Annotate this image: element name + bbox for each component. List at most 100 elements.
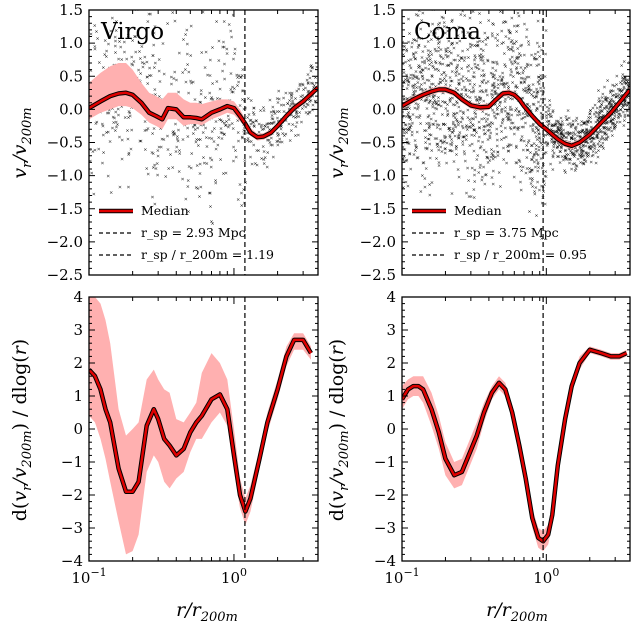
scatter-point: ×	[456, 53, 460, 59]
scatter-point: ×	[459, 91, 463, 97]
scatter-point: ×	[461, 74, 465, 80]
scatter-point: ×	[478, 55, 482, 61]
scatter-point: ×	[627, 106, 631, 112]
scatter-point: ×	[465, 165, 469, 171]
scatter-point: ×	[310, 94, 314, 100]
scatter-point: ×	[435, 125, 439, 131]
scatter-point: ×	[454, 99, 458, 105]
scatter-point: ×	[421, 67, 425, 73]
ytick-label: 4	[73, 288, 83, 306]
scatter-point: ×	[120, 156, 124, 162]
scatter-point: ×	[587, 145, 591, 151]
scatter-point: ×	[439, 54, 443, 60]
scatter-point: ×	[522, 52, 526, 58]
scatter-point: ×	[527, 87, 531, 93]
scatter-point: ×	[423, 176, 427, 182]
scatter-point: ×	[288, 138, 292, 144]
scatter-point: ×	[432, 122, 436, 128]
scatter-point: ×	[423, 44, 427, 50]
scatter-point: ×	[462, 58, 466, 64]
scatter-point: ×	[540, 112, 544, 118]
scatter-point: ×	[423, 3, 427, 9]
scatter-point: ×	[114, 19, 118, 25]
scatter-point: ×	[598, 98, 602, 104]
scatter-point: ×	[612, 122, 616, 128]
scatter-point: ×	[407, 121, 411, 127]
scatter-point: ×	[311, 81, 315, 87]
scatter-point: ×	[204, 135, 208, 141]
scatter-point: ×	[217, 58, 221, 64]
scatter-point: ×	[141, 65, 145, 71]
scatter-point: ×	[501, 82, 505, 88]
scatter-point: ×	[413, 74, 417, 80]
scatter-point: ×	[413, 56, 417, 62]
scatter-point: ×	[454, 144, 458, 150]
scatter-point: ×	[483, 31, 487, 37]
scatter-point: ×	[246, 136, 250, 142]
scatter-point: ×	[559, 131, 563, 137]
scatter-point: ×	[436, 144, 440, 150]
scatter-point: ×	[509, 142, 513, 148]
scatter-point: ×	[193, 1, 197, 7]
scatter-point: ×	[569, 124, 573, 130]
scatter-point: ×	[573, 136, 577, 142]
scatter-point: ×	[409, 123, 413, 129]
scatter-point: ×	[466, 55, 470, 61]
scatter-point: ×	[495, 43, 499, 49]
scatter-point: ×	[561, 135, 565, 141]
ytick-label: 0.0	[59, 100, 83, 118]
scatter-point: ×	[534, 93, 538, 99]
scatter-point: ×	[620, 101, 624, 107]
scatter-point: ×	[309, 64, 313, 70]
scatter-point: ×	[612, 99, 616, 105]
scatter-point: ×	[448, 97, 452, 103]
scatter-point: ×	[405, 49, 409, 55]
scatter-point: ×	[534, 56, 538, 62]
scatter-point: ×	[442, 24, 446, 30]
scatter-point: ×	[519, 81, 523, 87]
scatter-point: ×	[571, 133, 575, 139]
scatter-point: ×	[543, 74, 547, 80]
scatter-point: ×	[614, 94, 618, 100]
scatter-point: ×	[537, 147, 541, 153]
scatter-point: ×	[279, 127, 283, 133]
scatter-point: ×	[404, 105, 408, 111]
scatter-point: ×	[201, 123, 205, 129]
scatter-point: ×	[496, 153, 500, 159]
scatter-point: ×	[437, 81, 441, 87]
scatter-point: ×	[444, 134, 448, 140]
scatter-point: ×	[209, 97, 213, 103]
scatter-point: ×	[138, 138, 142, 144]
scatter-point: ×	[298, 83, 302, 89]
scatter-point: ×	[557, 121, 561, 127]
scatter-point: ×	[477, 53, 481, 59]
scatter-point: ×	[559, 122, 563, 128]
scatter-point: ×	[613, 114, 617, 120]
ytick-label: −3	[61, 519, 83, 537]
scatter-point: ×	[412, 152, 416, 158]
ytick-label: −1	[61, 453, 83, 471]
scatter-point: ×	[453, 123, 457, 129]
scatter-point: ×	[502, 136, 506, 142]
scatter-point: ×	[444, 106, 448, 112]
scatter-point: ×	[103, 38, 107, 44]
scatter-point: ×	[152, 65, 156, 71]
scatter-point: ×	[597, 96, 601, 102]
scatter-point: ×	[549, 127, 553, 133]
scatter-point: ×	[472, 127, 476, 133]
scatter-point: ×	[560, 143, 564, 149]
scatter-point: ×	[621, 77, 625, 83]
scatter-point: ×	[513, 60, 517, 66]
scatter-point: ×	[490, 95, 494, 101]
scatter-point: ×	[456, 120, 460, 126]
scatter-point: ×	[537, 62, 541, 68]
ylabel-bottom-left: d(vr/v200m) / dlog(r)	[9, 339, 35, 521]
scatter-point: ×	[217, 135, 221, 141]
scatter-point: ×	[428, 85, 432, 91]
scatter-point: ×	[143, 119, 147, 125]
scatter-point: ×	[625, 103, 629, 109]
scatter-point: ×	[579, 150, 583, 156]
scatter-point: ×	[573, 145, 577, 151]
scatter-point: ×	[581, 128, 585, 134]
scatter-point: ×	[172, 76, 176, 82]
